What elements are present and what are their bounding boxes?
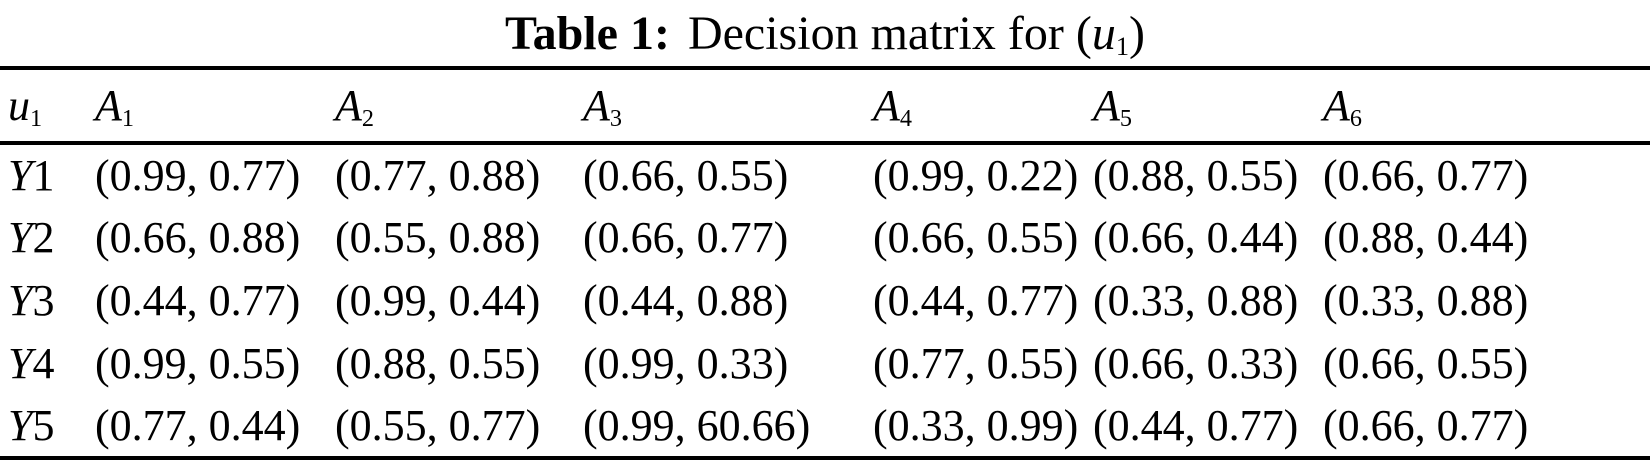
table-caption: Table 1: Decision matrix for (u1) — [0, 0, 1650, 66]
row-label-y1: Y1 — [0, 143, 95, 206]
cell-y2-a5: (0.66, 0.44) — [1093, 213, 1299, 262]
caption-text-part: Decision matrix for ( — [687, 6, 1092, 60]
header-a6-var: A — [1323, 81, 1350, 130]
row-y4-num: 4 — [32, 339, 55, 388]
table-caption-number: Table 1: — [505, 6, 670, 60]
row-y3-num: 3 — [32, 276, 55, 325]
row-y1-var: Y — [8, 151, 33, 200]
decision-matrix-table: u1 A1 A2 A3 A4 A5 A6 Y1 (0.99, 0.77) (0.… — [0, 66, 1650, 460]
header-u1-sub: 1 — [30, 105, 43, 133]
cell-y2-a4: (0.66, 0.55) — [873, 213, 1079, 262]
row-y5-num: 5 — [32, 401, 55, 450]
row-y3-var: Y — [8, 276, 33, 325]
table-row-y5: Y5 (0.77, 0.44) (0.55, 0.77) (0.99, 60.6… — [0, 395, 1650, 458]
table-row-y3: Y3 (0.44, 0.77) (0.99, 0.44) (0.44, 0.88… — [0, 269, 1650, 332]
header-a3: A3 — [583, 68, 873, 143]
header-a2-var: A — [335, 81, 362, 130]
cell-y1-a4: (0.99, 0.22) — [873, 151, 1079, 200]
cell-y2-a6: (0.88, 0.44) — [1323, 213, 1529, 262]
row-label-y5: Y5 — [0, 395, 95, 458]
row-label-y2: Y2 — [0, 206, 95, 269]
table-row-y4: Y4 (0.99, 0.55) (0.88, 0.55) (0.99, 0.33… — [0, 332, 1650, 395]
cell-y3-a1: (0.44, 0.77) — [95, 276, 301, 325]
cell-y3-a5: (0.33, 0.88) — [1093, 276, 1299, 325]
header-a5: A5 — [1093, 68, 1323, 143]
row-label-y3: Y3 — [0, 269, 95, 332]
header-a1-var: A — [95, 81, 122, 130]
header-u1: u1 — [0, 68, 95, 143]
header-a4-var: A — [873, 81, 900, 130]
cell-y3-a2: (0.99, 0.44) — [335, 276, 541, 325]
table-caption-text: Decision matrix for (u1) — [688, 6, 1145, 61]
caption-var-sub: 1 — [1115, 31, 1130, 62]
cell-y4-a2: (0.88, 0.55) — [335, 339, 541, 388]
header-a3-var: A — [583, 81, 610, 130]
cell-y5-a5: (0.44, 0.77) — [1093, 401, 1299, 450]
header-a5-sub: 5 — [1119, 105, 1132, 133]
cell-y1-a6: (0.66, 0.77) — [1323, 151, 1529, 200]
header-a2: A2 — [335, 68, 583, 143]
header-u1-var: u — [8, 81, 30, 130]
row-y1-num: 1 — [32, 151, 55, 200]
table-row-y2: Y2 (0.66, 0.88) (0.55, 0.88) (0.66, 0.77… — [0, 206, 1650, 269]
cell-y1-a1: (0.99, 0.77) — [95, 151, 301, 200]
cell-y5-a4: (0.33, 0.99) — [873, 401, 1079, 450]
header-a2-sub: 2 — [361, 105, 374, 133]
row-y4-var: Y — [8, 339, 33, 388]
cell-y3-a6: (0.33, 0.88) — [1323, 276, 1529, 325]
header-a3-sub: 3 — [609, 105, 622, 133]
cell-y5-a1: (0.77, 0.44) — [95, 401, 301, 450]
row-y5-var: Y — [8, 401, 33, 450]
row-y2-var: Y — [8, 213, 33, 262]
cell-y2-a1: (0.66, 0.88) — [95, 213, 301, 262]
cell-y1-a5: (0.88, 0.55) — [1093, 151, 1299, 200]
header-a5-var: A — [1093, 81, 1120, 130]
header-a1-sub: 1 — [121, 105, 134, 133]
cell-y1-a2: (0.77, 0.88) — [335, 151, 541, 200]
header-a4-sub: 4 — [899, 105, 912, 133]
cell-y4-a6: (0.66, 0.55) — [1323, 339, 1529, 388]
header-a6-sub: 6 — [1349, 105, 1362, 133]
cell-y5-a3: (0.99, 60.66) — [583, 401, 811, 450]
row-label-y4: Y4 — [0, 332, 95, 395]
cell-y2-a2: (0.55, 0.88) — [335, 213, 541, 262]
row-y2-num: 2 — [32, 213, 55, 262]
header-a1: A1 — [95, 68, 335, 143]
header-row: u1 A1 A2 A3 A4 A5 A6 — [0, 68, 1650, 143]
cell-y3-a4: (0.44, 0.77) — [873, 276, 1079, 325]
cell-y2-a3: (0.66, 0.77) — [583, 213, 789, 262]
cell-y5-a6: (0.66, 0.77) — [1323, 401, 1529, 450]
caption-var-u: u — [1091, 6, 1116, 60]
header-a6: A6 — [1323, 68, 1650, 143]
cell-y5-a2: (0.55, 0.77) — [335, 401, 541, 450]
cell-y4-a4: (0.77, 0.55) — [873, 339, 1079, 388]
cell-y1-a3: (0.66, 0.55) — [583, 151, 789, 200]
header-a4: A4 — [873, 68, 1093, 143]
table-row-y1: Y1 (0.99, 0.77) (0.77, 0.88) (0.66, 0.55… — [0, 143, 1650, 206]
cell-y4-a3: (0.99, 0.33) — [583, 339, 789, 388]
cell-y3-a3: (0.44, 0.88) — [583, 276, 789, 325]
caption-close-paren: ) — [1129, 6, 1145, 60]
cell-y4-a1: (0.99, 0.55) — [95, 339, 301, 388]
cell-y4-a5: (0.66, 0.33) — [1093, 339, 1299, 388]
